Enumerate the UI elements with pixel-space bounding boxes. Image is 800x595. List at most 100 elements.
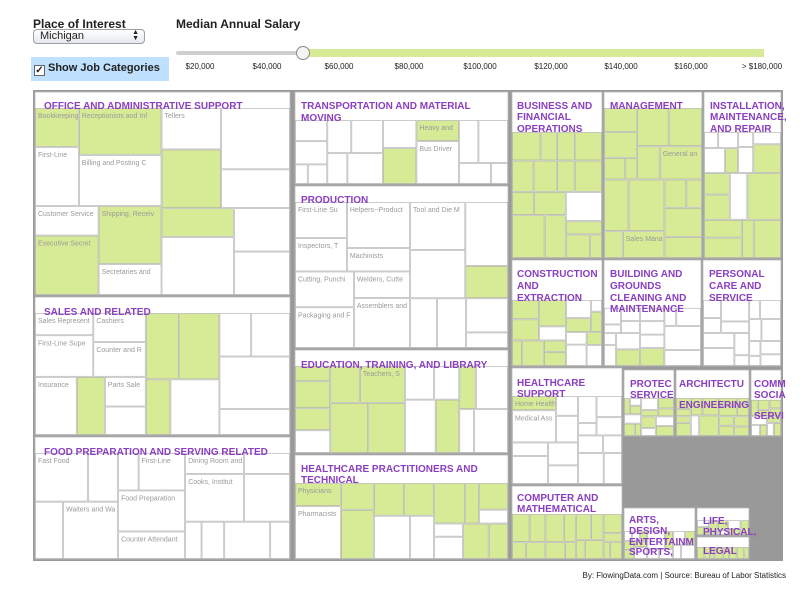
job-cell[interactable] bbox=[434, 366, 460, 400]
job-cell[interactable] bbox=[578, 423, 597, 436]
job-cell[interactable] bbox=[647, 548, 660, 559]
job-cell[interactable] bbox=[145, 313, 179, 380]
job-cell[interactable] bbox=[566, 300, 591, 318]
job-cell[interactable] bbox=[544, 352, 566, 366]
job-cell[interactable] bbox=[704, 173, 730, 195]
category-block[interactable]: INSTALLATION,MAINTENANCE,AND REPAIR bbox=[703, 91, 787, 259]
job-cell[interactable] bbox=[697, 547, 705, 559]
job-cell[interactable] bbox=[341, 483, 374, 510]
job-cell[interactable] bbox=[35, 108, 79, 147]
job-cell[interactable] bbox=[704, 237, 742, 258]
job-cell[interactable] bbox=[465, 202, 508, 266]
job-cell[interactable] bbox=[604, 179, 629, 231]
job-cell[interactable] bbox=[295, 430, 331, 453]
job-cell[interactable] bbox=[749, 319, 762, 341]
job-cell[interactable] bbox=[565, 192, 602, 221]
job-cell[interactable] bbox=[295, 238, 347, 272]
job-cell[interactable] bbox=[512, 340, 522, 366]
job-cell[interactable] bbox=[604, 307, 621, 325]
job-cell[interactable] bbox=[719, 398, 737, 406]
job-cell[interactable] bbox=[105, 406, 146, 435]
job-cell[interactable] bbox=[512, 410, 556, 443]
job-cell[interactable] bbox=[341, 509, 374, 559]
job-cell[interactable] bbox=[360, 366, 405, 403]
job-cell[interactable] bbox=[760, 425, 767, 436]
job-cell[interactable] bbox=[479, 509, 508, 524]
job-cell[interactable] bbox=[548, 465, 578, 484]
job-cell[interactable] bbox=[603, 435, 622, 453]
job-cell[interactable] bbox=[578, 452, 604, 484]
job-cell[interactable] bbox=[760, 300, 781, 319]
job-cell[interactable] bbox=[634, 541, 648, 547]
job-cell[interactable] bbox=[512, 192, 534, 216]
job-cell[interactable] bbox=[295, 141, 328, 165]
job-cell[interactable] bbox=[624, 550, 634, 559]
job-cell[interactable] bbox=[512, 160, 534, 192]
job-cell[interactable] bbox=[603, 514, 622, 534]
job-cell[interactable] bbox=[603, 533, 622, 542]
job-cell[interactable] bbox=[749, 355, 761, 366]
job-cell[interactable] bbox=[767, 416, 781, 423]
job-cell[interactable] bbox=[703, 348, 735, 366]
job-cell[interactable] bbox=[295, 506, 341, 559]
job-cell[interactable] bbox=[655, 426, 674, 436]
job-cell[interactable] bbox=[721, 321, 750, 333]
job-cell[interactable] bbox=[630, 405, 642, 415]
job-cell[interactable] bbox=[769, 399, 781, 409]
job-cell[interactable] bbox=[665, 531, 673, 549]
category-block[interactable]: Fast Food Waiters and Wa First-Line Food P… bbox=[34, 436, 291, 560]
job-cell[interactable] bbox=[728, 520, 741, 529]
job-cell[interactable] bbox=[736, 547, 745, 559]
salary-slider-thumb[interactable] bbox=[296, 46, 310, 60]
salary-slider-track-below[interactable] bbox=[176, 51, 304, 55]
job-cell[interactable] bbox=[35, 501, 63, 559]
job-cell[interactable] bbox=[170, 379, 220, 435]
job-cell[interactable] bbox=[690, 415, 700, 436]
job-cell[interactable] bbox=[628, 179, 665, 231]
job-cell[interactable] bbox=[664, 237, 702, 258]
job-cell[interactable] bbox=[459, 120, 479, 163]
job-cell[interactable] bbox=[744, 547, 749, 559]
job-cell[interactable] bbox=[539, 300, 566, 327]
job-cell[interactable] bbox=[410, 202, 466, 250]
job-cell[interactable] bbox=[512, 396, 556, 411]
job-cell[interactable] bbox=[512, 456, 548, 484]
job-cell[interactable] bbox=[751, 416, 767, 425]
job-cell[interactable] bbox=[35, 335, 94, 377]
job-cell[interactable] bbox=[641, 416, 656, 428]
job-cell[interactable] bbox=[760, 354, 781, 366]
job-cell[interactable] bbox=[721, 300, 750, 322]
job-cell[interactable] bbox=[35, 453, 88, 502]
job-cell[interactable] bbox=[234, 208, 290, 252]
job-cell[interactable] bbox=[327, 120, 352, 154]
job-cell[interactable] bbox=[533, 160, 557, 192]
job-cell[interactable] bbox=[512, 542, 526, 559]
job-cell[interactable] bbox=[640, 307, 665, 322]
job-cell[interactable] bbox=[465, 266, 508, 299]
job-cell[interactable] bbox=[512, 215, 545, 258]
job-cell[interactable] bbox=[624, 414, 642, 424]
job-cell[interactable] bbox=[676, 398, 691, 409]
job-cell[interactable] bbox=[347, 248, 410, 272]
job-cell[interactable] bbox=[63, 501, 118, 559]
job-cell[interactable] bbox=[234, 251, 290, 295]
job-cell[interactable] bbox=[640, 321, 665, 335]
job-cell[interactable] bbox=[354, 298, 410, 348]
job-cell[interactable] bbox=[729, 547, 737, 559]
job-cell[interactable] bbox=[658, 408, 674, 417]
job-cell[interactable] bbox=[710, 547, 715, 559]
job-cell[interactable] bbox=[185, 474, 244, 522]
job-cell[interactable] bbox=[295, 483, 341, 507]
job-cell[interactable] bbox=[641, 410, 658, 417]
job-cell[interactable] bbox=[760, 341, 781, 355]
category-block[interactable]: LEGAL bbox=[696, 536, 750, 560]
job-cell[interactable] bbox=[676, 416, 691, 423]
job-cell[interactable] bbox=[368, 403, 405, 453]
job-cell[interactable] bbox=[404, 483, 434, 516]
job-cell[interactable] bbox=[98, 264, 162, 295]
job-cell[interactable] bbox=[630, 398, 642, 406]
job-cell[interactable] bbox=[610, 541, 622, 559]
